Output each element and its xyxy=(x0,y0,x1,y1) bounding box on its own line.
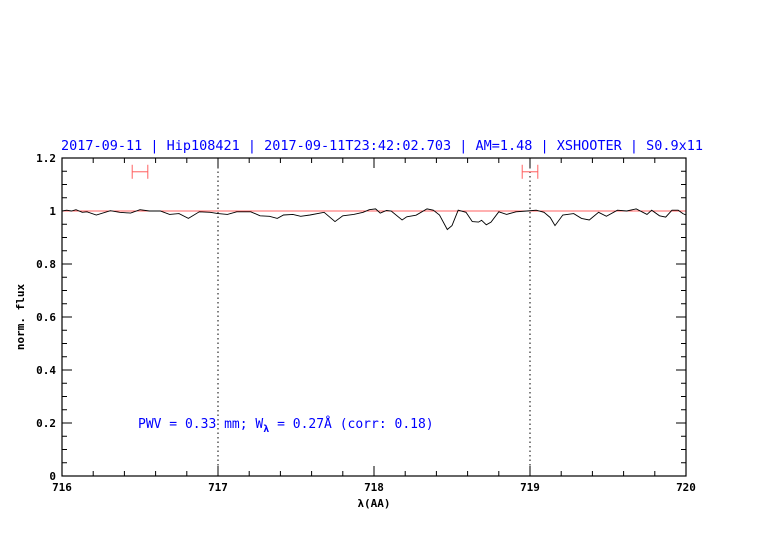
annotation-suffix: = 0.27Å (corr: 0.18) xyxy=(269,416,433,432)
annotation-prefix: PWV = 0.33 mm; W xyxy=(138,417,263,432)
x-tick-label: 720 xyxy=(676,481,696,494)
annotation-subscript: λ xyxy=(263,424,269,435)
y-tick-label: 1 xyxy=(49,205,56,218)
x-tick-label: 716 xyxy=(52,481,72,494)
y-tick-label: 0.6 xyxy=(36,311,56,324)
y-tick-label: 0.8 xyxy=(36,258,56,271)
y-tick-label: 0.2 xyxy=(36,417,56,430)
plot-frame xyxy=(61,157,687,477)
spectrum-line xyxy=(61,208,687,231)
pwv-annotation: PWV = 0.33 mm; Wλ = 0.27Å (corr: 0.18) xyxy=(138,416,434,435)
x-tick-label: 717 xyxy=(208,481,228,494)
plot-area: 716 717 718 719 720 0 0.2 0.4 0.6 0.8 1 1.2 xyxy=(36,152,696,494)
x-tick-label: 718 xyxy=(364,481,384,494)
y-axis-label: norm. flux xyxy=(14,284,27,351)
x-axis-label: λ(AA) xyxy=(357,497,390,510)
y-tick-label: 0 xyxy=(49,470,56,483)
x-tick-label: 719 xyxy=(520,481,540,494)
y-tick-label: 1.2 xyxy=(36,152,56,165)
y-tick-label: 0.4 xyxy=(36,364,56,377)
chart-title: 2017-09-11 | Hip108421 | 2017-09-11T23:4… xyxy=(61,138,703,154)
